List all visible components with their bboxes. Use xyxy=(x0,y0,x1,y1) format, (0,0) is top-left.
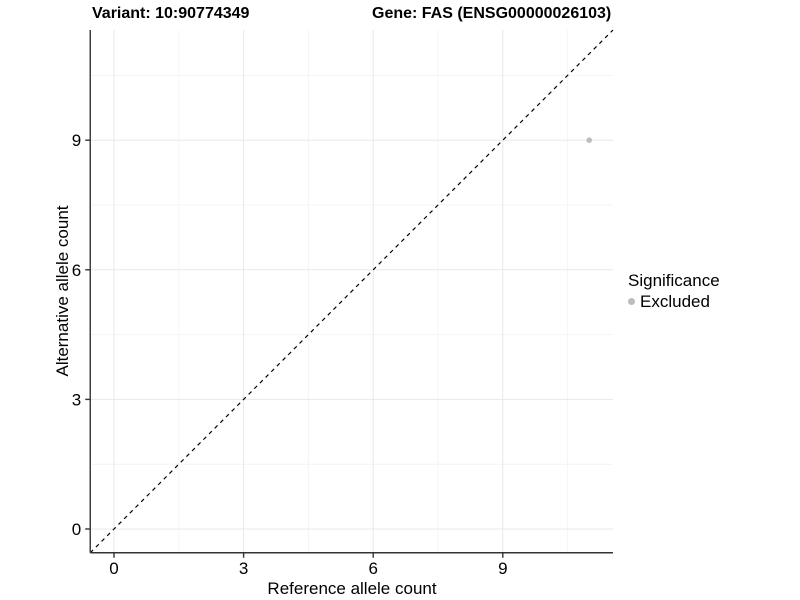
y-axis-tick-label: 3 xyxy=(72,390,81,409)
x-axis-tick-label: 0 xyxy=(109,559,118,578)
plot-title-variant: Variant: 10:90774349 xyxy=(92,5,250,22)
y-axis-label: Alternative allele count xyxy=(53,205,72,377)
legend: Significance Excluded xyxy=(628,271,720,311)
legend-point-icon xyxy=(628,298,635,305)
identity-line xyxy=(89,29,614,554)
y-axis-tick-label: 9 xyxy=(72,131,81,150)
y-axis-tick-label: 0 xyxy=(72,520,81,539)
data-point-excluded xyxy=(586,137,592,143)
plot-title-gene: Gene: FAS (ENSG00000026103) xyxy=(372,5,612,22)
y-axis-tick-label: 6 xyxy=(72,261,81,280)
legend-item-label: Excluded xyxy=(640,292,710,311)
x-axis-tick-label: 9 xyxy=(498,559,507,578)
legend-title: Significance xyxy=(628,271,720,290)
x-axis-tick-label: 3 xyxy=(239,559,248,578)
x-axis-tick-label: 6 xyxy=(368,559,377,578)
x-axis-label: Reference allele count xyxy=(267,579,437,598)
legend-item-excluded: Excluded xyxy=(628,292,720,311)
